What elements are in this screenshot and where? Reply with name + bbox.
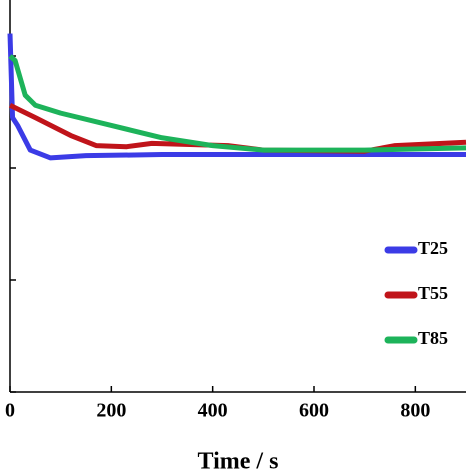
x-tick-label: 600 (299, 400, 329, 422)
x-tick-label: 400 (198, 400, 228, 422)
x-axis-label: Time / s (198, 449, 279, 474)
data-line (7, 33, 466, 161)
x-tick-label: 0 (5, 400, 15, 422)
data-line (8, 54, 467, 153)
x-tick-label: 800 (400, 400, 430, 422)
legend-label: T85 (418, 328, 448, 348)
data-line (8, 103, 467, 154)
legend-label: T25 (418, 238, 448, 258)
x-tick-label: 200 (96, 400, 126, 422)
legend-label: T55 (418, 283, 448, 303)
